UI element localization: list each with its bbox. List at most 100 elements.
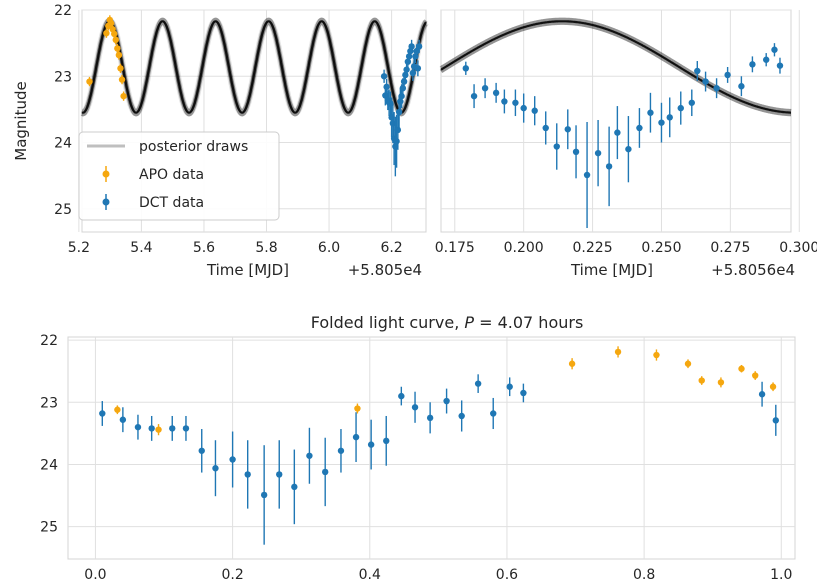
- apo-data-point: [120, 92, 127, 100]
- dct-data-point: [443, 397, 450, 405]
- x-tick-label: 5.4: [130, 240, 152, 256]
- x-tick-label: 0.300: [779, 240, 817, 256]
- dct-data-point: [409, 69, 417, 77]
- legend-label-dct: DCT data: [139, 195, 204, 211]
- apo-data-point: [752, 372, 759, 379]
- dct-data-point: [520, 104, 527, 112]
- x-tick-label: 5.6: [193, 240, 215, 256]
- dct-data-point: [490, 410, 497, 417]
- dct-data-point: [506, 383, 513, 390]
- x-tick-label: 6.2: [380, 240, 402, 256]
- dct-data-point: [501, 98, 508, 105]
- x-tick-label: 0.200: [504, 240, 544, 256]
- dct-data-point: [383, 437, 390, 445]
- dct-data-point: [458, 412, 465, 420]
- dct-data-point: [414, 65, 422, 72]
- x-tick-label: 0.175: [435, 240, 475, 256]
- posterior-draw-line: [440, 17, 792, 113]
- posterior-draw-line: [81, 20, 427, 114]
- y-tick-label: 25: [54, 202, 72, 218]
- y-tick-label: 24: [40, 457, 58, 473]
- dct-data-point: [553, 143, 560, 150]
- dct-data-point: [169, 425, 176, 432]
- dct-data-point: [614, 129, 621, 136]
- dct-data-point: [481, 84, 489, 92]
- data-points: [86, 15, 423, 177]
- dct-data-point: [594, 149, 602, 157]
- posterior-draws-curve: [80, 17, 429, 117]
- dct-data-point: [583, 171, 591, 179]
- dct-data-point: [404, 58, 412, 65]
- dct-data-point: [367, 441, 375, 448]
- dct-data-point: [397, 98, 404, 105]
- dct-data-point: [512, 99, 519, 106]
- legend-apo-marker: [102, 170, 110, 178]
- dct-data-point: [772, 417, 779, 424]
- dct-data-point: [399, 84, 407, 92]
- dct-data-point: [724, 71, 731, 79]
- dct-data-point: [119, 416, 127, 423]
- dct-data-point: [148, 425, 155, 432]
- apo-data-point: [114, 406, 121, 413]
- dct-data-point: [291, 483, 298, 491]
- legend: posterior draws APO data DCT data: [78, 131, 280, 221]
- apo-data-point: [103, 29, 110, 37]
- dct-data-point: [383, 83, 390, 91]
- plot-area: [440, 9, 792, 233]
- x-offset-label: +5.805e4: [348, 261, 422, 279]
- legend-dct-marker: [102, 198, 110, 206]
- apo-data-point: [117, 65, 124, 72]
- plot-area: [67, 336, 796, 560]
- y-tick-label: 24: [54, 136, 72, 152]
- dct-data-point: [306, 452, 313, 459]
- dct-data-point: [244, 471, 251, 478]
- apo-data-point: [653, 351, 660, 359]
- apo-data-point: [684, 360, 692, 367]
- apo-data-point: [86, 78, 93, 85]
- dct-data-point: [738, 83, 745, 90]
- panel-raw-light-curve: 5.2 5.4 5.6 5.8 6.0 6.2 22 23 24 25 Time [MJD] +5…: [12, 3, 429, 279]
- apo-data-point: [115, 51, 123, 59]
- dct-data-point: [572, 148, 580, 156]
- posterior-draw-line: [439, 20, 792, 117]
- x-tick-label: 0.8: [633, 567, 655, 583]
- x-tick-label: 5.2: [68, 240, 90, 256]
- dct-data-point: [520, 389, 527, 397]
- tick-labels: 0.175 0.200 0.225 0.250 0.275 0.300: [435, 240, 817, 256]
- dct-data-point: [408, 43, 415, 50]
- legend-label-posterior: posterior draws: [139, 139, 248, 155]
- dct-data-point: [542, 124, 549, 132]
- dct-data-point: [394, 126, 402, 134]
- dct-data-point: [411, 404, 419, 411]
- x-tick-label: 0.250: [641, 240, 681, 256]
- dct-data-point: [398, 392, 405, 400]
- dct-data-point: [321, 468, 329, 476]
- dct-data-point: [605, 163, 613, 170]
- apo-data-point: [717, 379, 725, 386]
- x-tick-label: 0.225: [573, 240, 613, 256]
- dct-data-point: [182, 425, 190, 432]
- dct-data-point: [647, 109, 654, 116]
- dct-data-point: [352, 433, 360, 441]
- dct-data-point: [276, 471, 283, 478]
- dct-data-point: [713, 84, 720, 92]
- dct-data-point: [415, 43, 423, 50]
- dct-data-point: [212, 465, 219, 472]
- apo-data-point: [155, 426, 162, 433]
- dct-data-point: [658, 119, 665, 126]
- y-tick-label: 22: [40, 333, 58, 349]
- dct-data-point: [198, 447, 205, 454]
- dct-data-point: [636, 124, 643, 132]
- dct-data-point: [492, 89, 500, 97]
- data-points: [99, 346, 779, 545]
- dct-data-point: [402, 71, 409, 79]
- y-tick-label: 25: [40, 520, 58, 536]
- y-tick-label: 23: [54, 69, 72, 85]
- x-tick-label: 0.4: [359, 567, 381, 583]
- panel-folded-light-curve: Folded light curve, P = 4.07 hours 0.0 0.…: [40, 313, 796, 583]
- x-axis-label: Time [MJD]: [570, 261, 653, 279]
- dct-data-point: [462, 65, 470, 72]
- dct-data-point: [688, 99, 695, 106]
- x-tick-label: 0.275: [710, 240, 750, 256]
- panel-zoomed-light-curve: 0.175 0.200 0.225 0.250 0.275 0.300 Time [MJD…: [435, 9, 817, 279]
